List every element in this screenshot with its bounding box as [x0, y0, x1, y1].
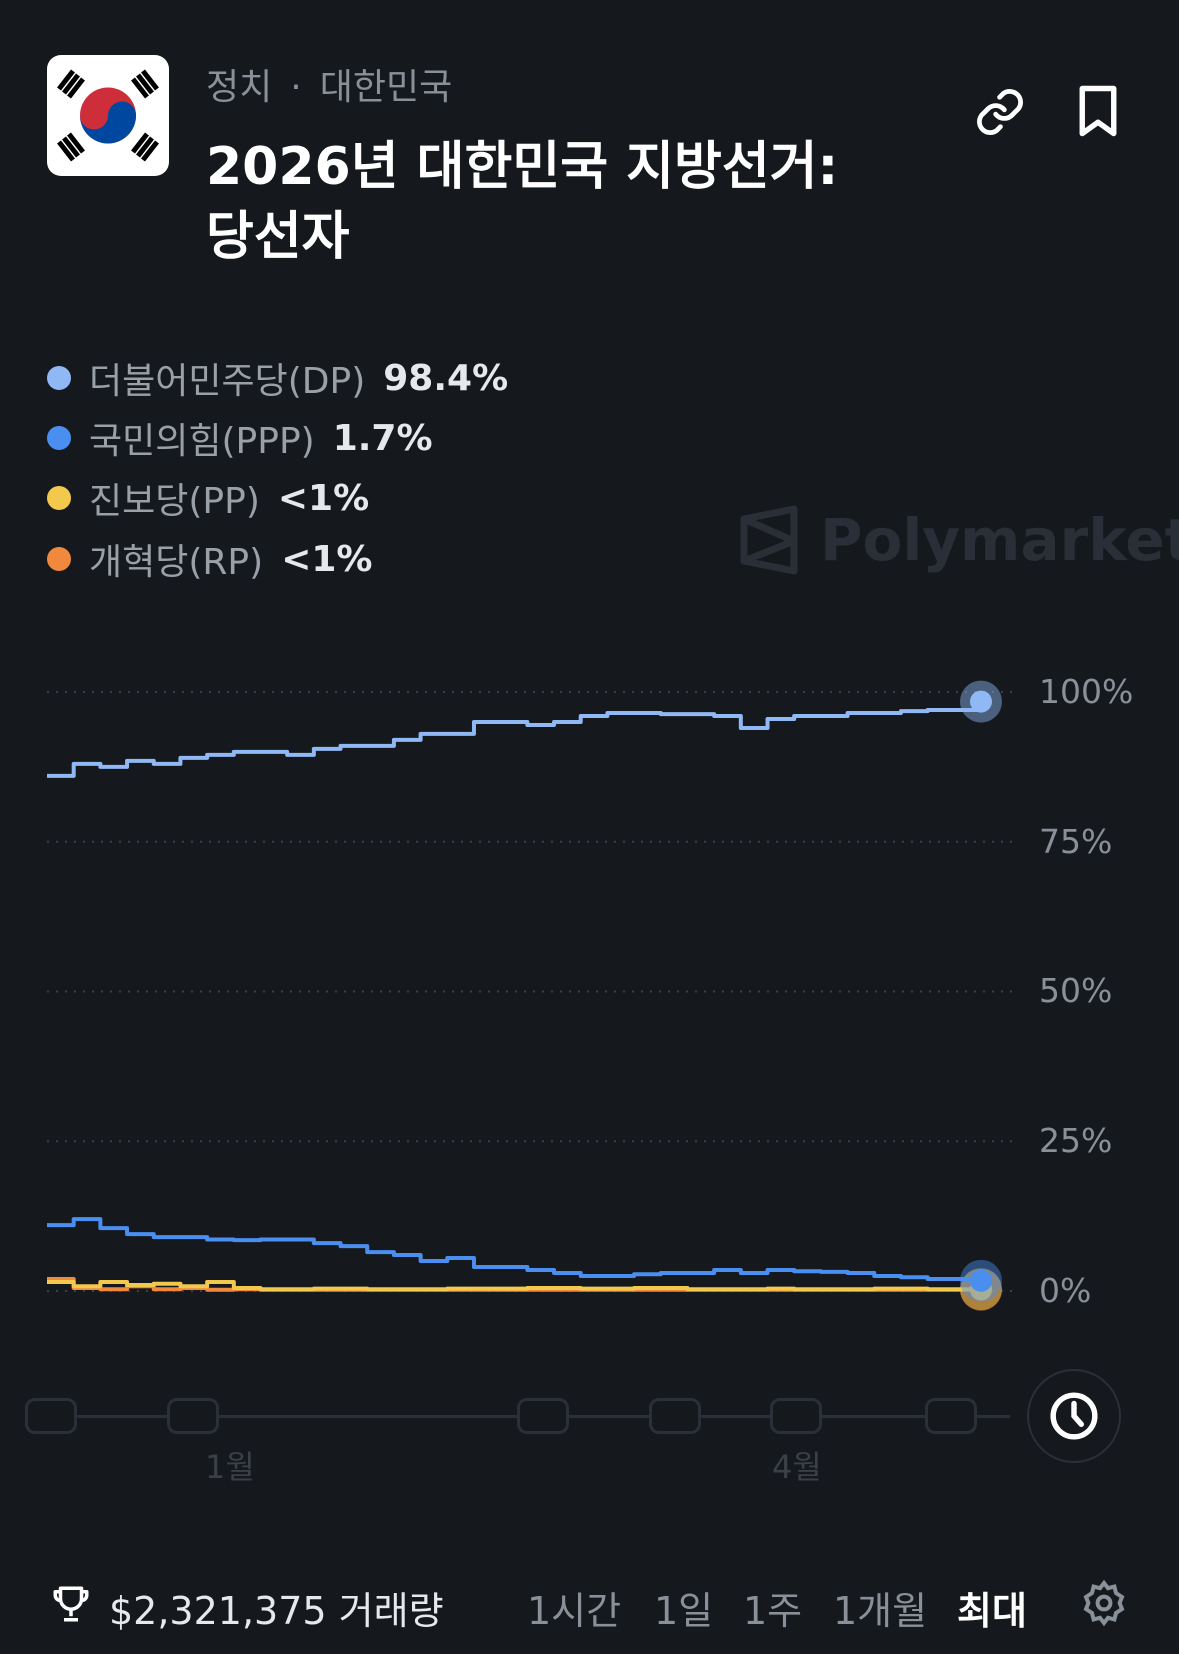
legend-label: 더불어민주당(DP) [89, 361, 366, 402]
legend-value: <1% [277, 477, 370, 519]
breadcrumb-separator: · [290, 67, 302, 108]
breadcrumb: 정치 · 대한민국 [206, 58, 452, 110]
clock-icon [1050, 1392, 1098, 1440]
timeline-marker[interactable] [649, 1398, 701, 1434]
timeline-marker[interactable] [925, 1398, 977, 1434]
series-end-point [970, 1269, 992, 1292]
timeline-marker[interactable] [25, 1398, 77, 1434]
legend-item-dp: 더불어민주당(DP) 98.4% [47, 352, 508, 404]
legend-value: 1.7% [332, 417, 433, 459]
legend-value: 98.4% [383, 357, 509, 399]
legend-item-rp: 개혁당(RP) <1% [47, 533, 372, 585]
y-tick-label: 25% [1039, 1121, 1113, 1160]
timeline-marker[interactable] [517, 1398, 569, 1434]
series-end-point [970, 690, 992, 713]
legend-label: 개혁당(RP) [89, 542, 264, 583]
volume-label: $2,321,375 거래량 [109, 1589, 444, 1633]
watermark-text: Polymarket [820, 506, 1179, 574]
y-tick-label: 0% [1039, 1271, 1092, 1310]
legend-label: 국민의힘(PPP) [89, 421, 315, 462]
breadcrumb-category[interactable]: 정치 [206, 67, 273, 108]
page-title: 2026년 대한민국 지방선거: 당선자 [206, 132, 906, 272]
legend-dot [47, 486, 71, 510]
title-line-2: 당선자 [206, 207, 350, 267]
title-line-1: 2026년 대한민국 지방선거: [206, 137, 839, 197]
x-tick-label: 1월 [205, 1448, 255, 1486]
timeline-marker[interactable] [770, 1398, 822, 1434]
range-1m-button[interactable]: 1개월 [833, 1589, 928, 1633]
legend-dot [47, 366, 71, 390]
y-tick-label: 75% [1039, 822, 1113, 861]
range-max-button[interactable]: 최대 [957, 1589, 1027, 1633]
history-button[interactable] [1027, 1369, 1121, 1463]
timeline-marker[interactable] [167, 1398, 219, 1434]
south-korea-flag [47, 55, 169, 176]
trophy-icon [50, 1582, 92, 1635]
series-line [47, 701, 983, 778]
range-1d-button[interactable]: 1일 [654, 1589, 714, 1633]
y-tick-label: 50% [1039, 971, 1113, 1010]
legend-value: <1% [281, 538, 373, 580]
range-1w-button[interactable]: 1주 [743, 1589, 803, 1633]
price-chart[interactable] [0, 0, 1179, 1340]
legend-item-ppp: 국민의힘(PPP) 1.7% [47, 412, 433, 464]
legend-item-pp: 진보당(PP) <1% [47, 472, 369, 524]
bookmark-icon[interactable] [1074, 84, 1122, 142]
series-line [47, 1280, 981, 1292]
y-tick-label: 100% [1039, 672, 1134, 711]
link-icon[interactable] [974, 86, 1026, 142]
breadcrumb-country[interactable]: 대한민국 [319, 67, 453, 108]
gear-icon[interactable] [1080, 1579, 1128, 1631]
x-tick-label: 4월 [772, 1448, 822, 1486]
series-line [47, 1217, 983, 1282]
polymarket-watermark: Polymarket [738, 505, 1179, 575]
legend-dot [47, 547, 71, 571]
range-1h-button[interactable]: 1시간 [527, 1589, 622, 1633]
legend-dot [47, 426, 71, 450]
legend-label: 진보당(PP) [89, 481, 260, 522]
